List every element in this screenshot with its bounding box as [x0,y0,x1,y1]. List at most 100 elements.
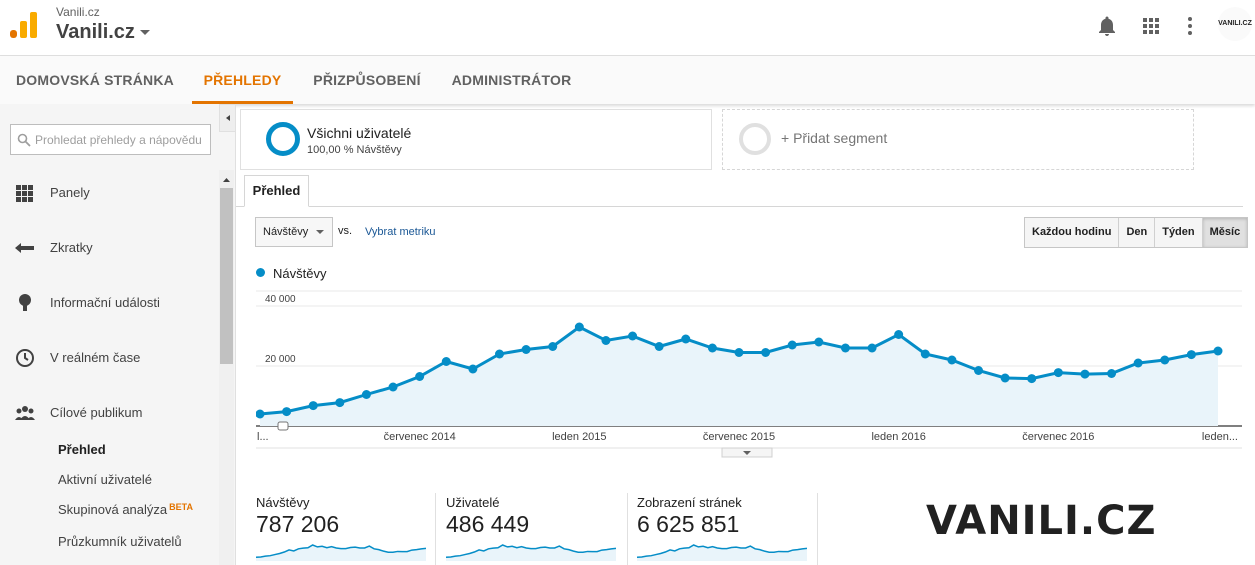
x-tick-label: leden 2016 [871,431,925,443]
stat-sessions[interactable]: Návštěvy 787 206 [256,493,436,565]
segment-ring-icon [266,122,300,156]
period-month-button[interactable]: Měsíc [1202,218,1248,247]
people-icon [15,406,35,420]
data-point [415,372,425,381]
data-point [840,343,850,353]
data-point [628,331,638,341]
data-point [282,407,292,417]
sparkline-line [256,544,426,559]
data-point [947,355,957,365]
select-metric-link[interactable]: Vybrat metriku [365,226,436,238]
annotation-marker-icon [277,421,289,431]
data-point [1160,355,1170,365]
chevron-down-icon[interactable] [140,30,150,35]
tab-admin[interactable]: ADMINISTRÁTOR [451,72,572,88]
data-point [308,401,318,411]
metric-selector-value: Návštěvy [263,226,309,238]
x-tick-label: leden 2015 [552,431,606,443]
stat-value: 787 206 [256,511,340,537]
sidebar-item-realtime[interactable]: V reálném čase [0,338,218,378]
data-point [974,366,983,375]
sidebar-item-dashboards[interactable]: Panely [0,173,218,213]
x-tick-label: l... [257,431,269,443]
lightbulb-icon [19,294,31,311]
search-icon [17,133,31,147]
y-tick-label: 20 000 [265,354,296,365]
analytics-logo-icon[interactable] [10,12,38,38]
sparkline [637,544,807,561]
series-area [260,327,1218,426]
clock-icon [16,349,34,367]
sidebar-item-label: Informační události [50,295,160,310]
sidebar-subitem-active-users[interactable]: Aktivní uživatelé [58,472,152,487]
data-point [388,382,398,392]
search-box[interactable] [10,124,211,155]
chevron-down-icon [743,451,751,455]
period-toggle: Každou hodinu Den Týden Měsíc [1024,217,1249,248]
add-segment-label: + Přidat segment [781,130,888,146]
period-week-button[interactable]: Týden [1155,218,1203,247]
data-point [1053,368,1063,378]
add-segment-card[interactable]: + Přidat segment [722,109,1194,170]
x-tick-label: červenec 2015 [703,431,775,443]
data-point [707,343,717,353]
tab-overview[interactable]: Přehled [244,175,309,207]
data-point [1133,358,1143,368]
data-point [548,342,558,351]
apps-grid-icon[interactable] [1139,14,1163,38]
tab-customization[interactable]: PŘIZPŮSOBENÍ [313,72,421,88]
data-point [601,336,611,345]
legend-dot [256,268,265,277]
data-point [361,390,371,399]
sparkline [256,544,426,561]
avatar[interactable]: VANILI.CZ [1218,7,1252,41]
search-input[interactable] [35,129,209,151]
sidebar-item-intelligence-events[interactable]: Informační události [0,283,218,323]
stat-divider [435,493,436,565]
period-hourly-button[interactable]: Každou hodinu [1025,218,1120,247]
data-point [867,343,877,353]
more-vert-icon[interactable] [1178,14,1202,38]
property-selector[interactable]: Vanili.cz [56,21,135,43]
sidebar-subitem-overview[interactable]: Přehled [58,442,106,457]
segment-all-users[interactable]: Všichni uživatelé 100,00 % Návštěvy [240,109,712,170]
chevron-down-icon [316,230,324,234]
collapse-sidebar-button[interactable] [219,104,236,132]
sidebar: Panely Zkratky Informační události V reá… [0,104,236,565]
bell-icon[interactable] [1095,14,1119,38]
tab-divider [236,206,1243,207]
segment-subtitle: 100,00 % Návštěvy [307,144,402,156]
main-nav: DOMOVSKÁ STRÁNKA PŘEHLEDY PŘIZPŮSOBENÍ A… [0,56,1255,104]
beta-badge: BETA [169,502,193,512]
data-point [787,340,797,350]
data-point [335,398,345,408]
tab-reports[interactable]: PŘEHLEDY [192,56,293,104]
tab-home[interactable]: DOMOVSKÁ STRÁNKA [16,72,174,88]
scroll-up-arrow-icon[interactable] [219,172,234,188]
scrollbar-thumb[interactable] [220,188,233,364]
stat-users[interactable]: Uživatelé 486 449 [446,493,626,565]
data-point [495,349,504,359]
data-point [734,348,744,357]
sessions-line-chart[interactable]: 20 000 40 000 l... červenec 2014 leden 2015 č… [256,288,1242,458]
data-point [920,349,930,359]
data-point [1080,369,1090,379]
sidebar-item-audience[interactable]: Cílové publikum [0,393,218,433]
sidebar-subitem-cohort[interactable]: Skupinová analýza BETA [58,502,193,517]
stat-name: Návštěvy [256,495,310,510]
sidebar-subitem-user-explorer[interactable]: Průzkumník uživatelů [58,534,182,549]
sidebar-item-label: V reálném čase [50,350,141,365]
stat-pageviews[interactable]: Zobrazení stránek 6 625 851 [637,493,817,565]
period-day-button[interactable]: Den [1119,218,1156,247]
sidebar-item-shortcuts[interactable]: Zkratky [0,228,218,268]
x-tick-label: červenec 2014 [384,431,456,443]
sparkline [446,544,616,561]
account-name-small: Vanili.cz [56,5,100,19]
metric-selector[interactable]: Návštěvy [255,217,333,247]
sidebar-item-label: Cílové publikum [50,405,143,420]
data-point [521,345,531,354]
data-point [574,322,584,332]
data-point [1213,346,1223,356]
empty-segment-ring-icon [739,123,771,155]
x-tick-label: leden... [1202,431,1238,443]
